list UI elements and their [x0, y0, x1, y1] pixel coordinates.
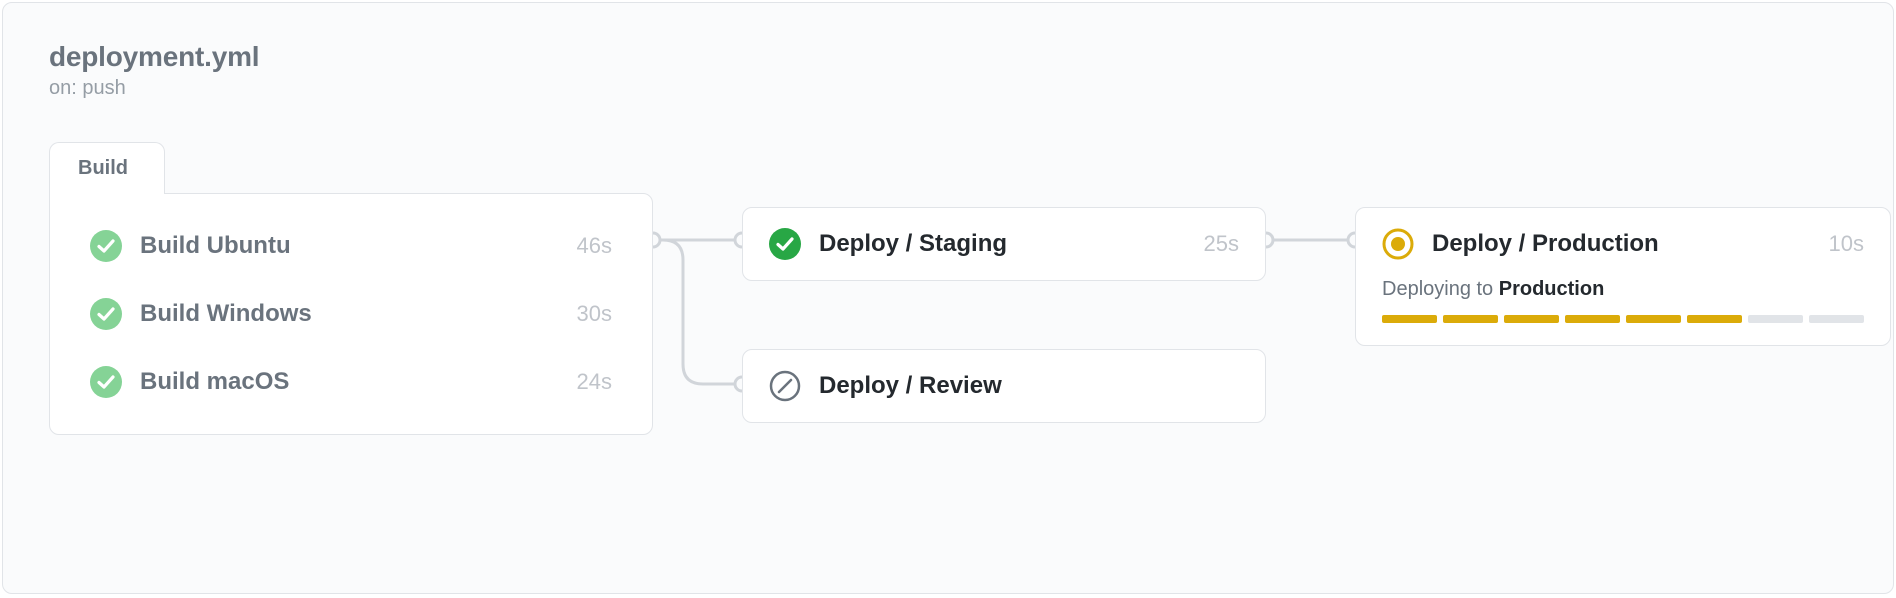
job-card-production[interactable]: Deploy / Production 10s Deploying to Pro… — [1355, 207, 1891, 346]
job-duration: 24s — [577, 369, 612, 395]
progress-segment — [1626, 315, 1681, 323]
running-icon — [1382, 228, 1414, 260]
job-duration: 10s — [1829, 231, 1864, 257]
job-label: Build Windows — [140, 300, 577, 328]
job-duration: 46s — [577, 233, 612, 259]
progress-segment — [1382, 315, 1437, 323]
build-group: Build Build Ubuntu 46s Build Windows 30s… — [49, 142, 653, 435]
job-row[interactable]: Build macOS 24s — [90, 348, 612, 416]
workflow-frame: deployment.yml on: push Build Build Ubun… — [2, 2, 1894, 594]
progress-segment — [1687, 315, 1742, 323]
progress-segment — [1809, 315, 1864, 323]
job-label: Deploy / Staging — [819, 230, 1180, 258]
workflow-trigger: on: push — [49, 77, 259, 100]
job-label: Deploy / Production — [1432, 230, 1805, 258]
deploy-progress — [1382, 315, 1864, 323]
job-label: Build Ubuntu — [140, 232, 577, 260]
progress-segment — [1443, 315, 1498, 323]
job-label: Deploy / Review — [819, 372, 1239, 400]
check-circle-icon — [90, 366, 122, 398]
check-circle-icon — [90, 298, 122, 330]
progress-segment — [1748, 315, 1803, 323]
skip-icon — [769, 370, 801, 402]
job-row[interactable]: Build Ubuntu 46s — [90, 212, 612, 280]
progress-segment — [1565, 315, 1620, 323]
check-circle-icon — [769, 228, 801, 260]
workflow-title: deployment.yml — [49, 41, 259, 73]
job-label: Build macOS — [140, 368, 577, 396]
job-row[interactable]: Build Windows 30s — [90, 280, 612, 348]
progress-segment — [1504, 315, 1559, 323]
workflow-header: deployment.yml on: push — [49, 41, 259, 100]
job-duration: 25s — [1204, 231, 1239, 257]
check-circle-icon — [90, 230, 122, 262]
job-card-staging[interactable]: Deploy / Staging 25s — [742, 207, 1266, 281]
build-tab[interactable]: Build — [49, 142, 165, 194]
job-card-review[interactable]: Deploy / Review — [742, 349, 1266, 423]
build-job-list: Build Ubuntu 46s Build Windows 30s Build… — [49, 193, 653, 435]
job-duration: 30s — [577, 301, 612, 327]
deploy-status-text: Deploying to Production — [1382, 278, 1864, 301]
